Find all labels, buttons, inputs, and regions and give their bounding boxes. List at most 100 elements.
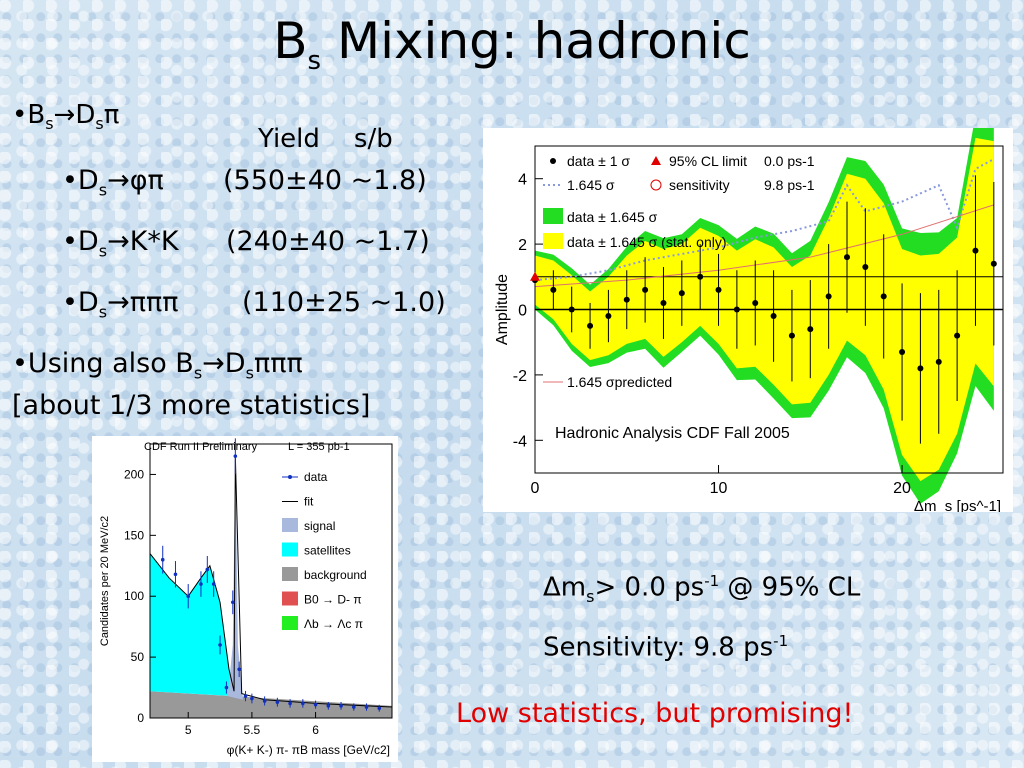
data-point [377,706,382,711]
data-point [623,296,630,303]
data-point [660,299,667,306]
legend-yellow: data ± 1.645 σ (stat. only) [567,234,727,250]
data-point [770,313,777,320]
data-point [880,293,887,300]
data-point [550,286,557,293]
sigma-1645-line [534,158,995,282]
background-fill [150,691,392,718]
legend-sens-marker [650,179,662,191]
mass-subtitle: L = 355 pb-1 [288,441,350,453]
satellites-fill [150,553,235,697]
legend-sigma: 1.645 σ [567,177,615,193]
data-point [211,582,216,586]
data-point [697,273,704,280]
data-point [326,704,331,708]
legend-label: fit [304,495,314,509]
sigma-predicted-line [534,204,994,288]
conclusion: Low statistics, but promising! [456,698,854,729]
data-point [642,286,649,293]
data-point [288,701,292,706]
legend-label: data [304,470,328,484]
about-statistics: [about 1/3 more statistics] [12,390,371,421]
legend-cl-value: 0.0 ps-1 [764,153,815,169]
data-point [205,567,210,572]
legend-cl: 95% CL limit [669,153,747,169]
amplitude-lines [534,158,995,288]
legend-swatch [282,567,298,581]
data-point [807,326,814,333]
slide-title: Bs Mixing: hadronic [273,12,751,76]
y-tick-label: 0 [518,303,527,320]
data-point [262,699,267,703]
legend-swatch [282,542,298,557]
mass-points [160,438,382,712]
x-tick-label: 10 [710,480,728,497]
data-point [160,557,165,562]
legend-swatch [282,591,298,606]
data-point [862,263,869,270]
legend-label: satellites [304,544,351,558]
mass-axes [149,443,393,719]
data-point [243,694,248,698]
data-point [587,322,594,329]
x-tick-label: 0 [531,480,540,497]
mass-plot-panel: 0 50 100 150 200 5 5.5 6 CDF Run II Preliminary L… [92,436,398,762]
y-tick-label: 4 [518,172,527,189]
y-tick-label: 2 [518,237,527,254]
x-axis-label: Δm_s [ps^-1] [914,498,1001,512]
data-point [250,696,254,701]
data-point [935,358,942,365]
data-point [186,594,191,599]
y-tick-label: 200 [124,467,144,481]
y-tick-label: 100 [124,589,144,603]
data-point [972,247,979,254]
x-tick-label: 6 [312,723,319,737]
bullet-ds-pipipi: •Ds→πππ [62,287,179,322]
data-point [990,260,997,267]
data-point [954,332,961,339]
y-tick-label: -2 [513,368,527,385]
data-point [752,299,759,306]
legend-data: data ± 1 σ [567,153,630,169]
data-point [678,290,685,297]
data-point [224,685,229,690]
y-tick-label: 50 [131,650,145,664]
legend-green: data ± 1.645 σ [567,209,658,225]
y-tick-label: -4 [513,433,527,450]
stats-phipi: (550±40 ~1.8) [223,165,427,196]
mass-title: CDF Run II Preliminary [144,441,258,453]
mass-fills [149,456,393,718]
data-point [788,332,795,339]
legend-label: Λb → Λc π [304,617,363,631]
bullet-using-also: •Using also Bs→Dsπππ [12,348,303,383]
data-point [364,705,369,709]
legend-green-swatch [543,208,563,224]
data-point [275,700,280,704]
data-point [233,454,238,458]
legend-label: background [304,568,367,582]
mass-labels: 0 50 100 150 200 5 5.5 6 CDF Run II Preliminary L… [99,441,390,757]
data-point [917,365,924,372]
data-point [313,702,318,707]
x-axis-label: φ(K+ K-) π- πB mass [GeV/c2] [227,743,390,757]
signal-fill [227,456,243,700]
data-point [339,704,343,708]
y-tick-label: 150 [124,528,144,542]
cl-limit-marker [530,271,540,281]
amplitude-title: Hadronic Analysis CDF Fall 2005 [555,425,790,442]
bullet-ds-phipi: •Ds→φπ [62,165,164,200]
amplitude-points [530,156,997,444]
mass-frame [149,443,393,719]
bullet-ds-kstark: •Ds→K*K [62,226,179,261]
data-point [173,572,178,577]
data-point [899,349,906,356]
data-point [199,582,203,586]
amplitude-axes [534,145,1004,474]
legend-swatch [282,616,298,630]
data-point [605,313,612,320]
legend-data-marker [550,158,556,164]
bullet-bs-dspi: •Bs→Dsπ [12,100,120,134]
legend-pred: 1.645 σpredicted [567,374,672,390]
